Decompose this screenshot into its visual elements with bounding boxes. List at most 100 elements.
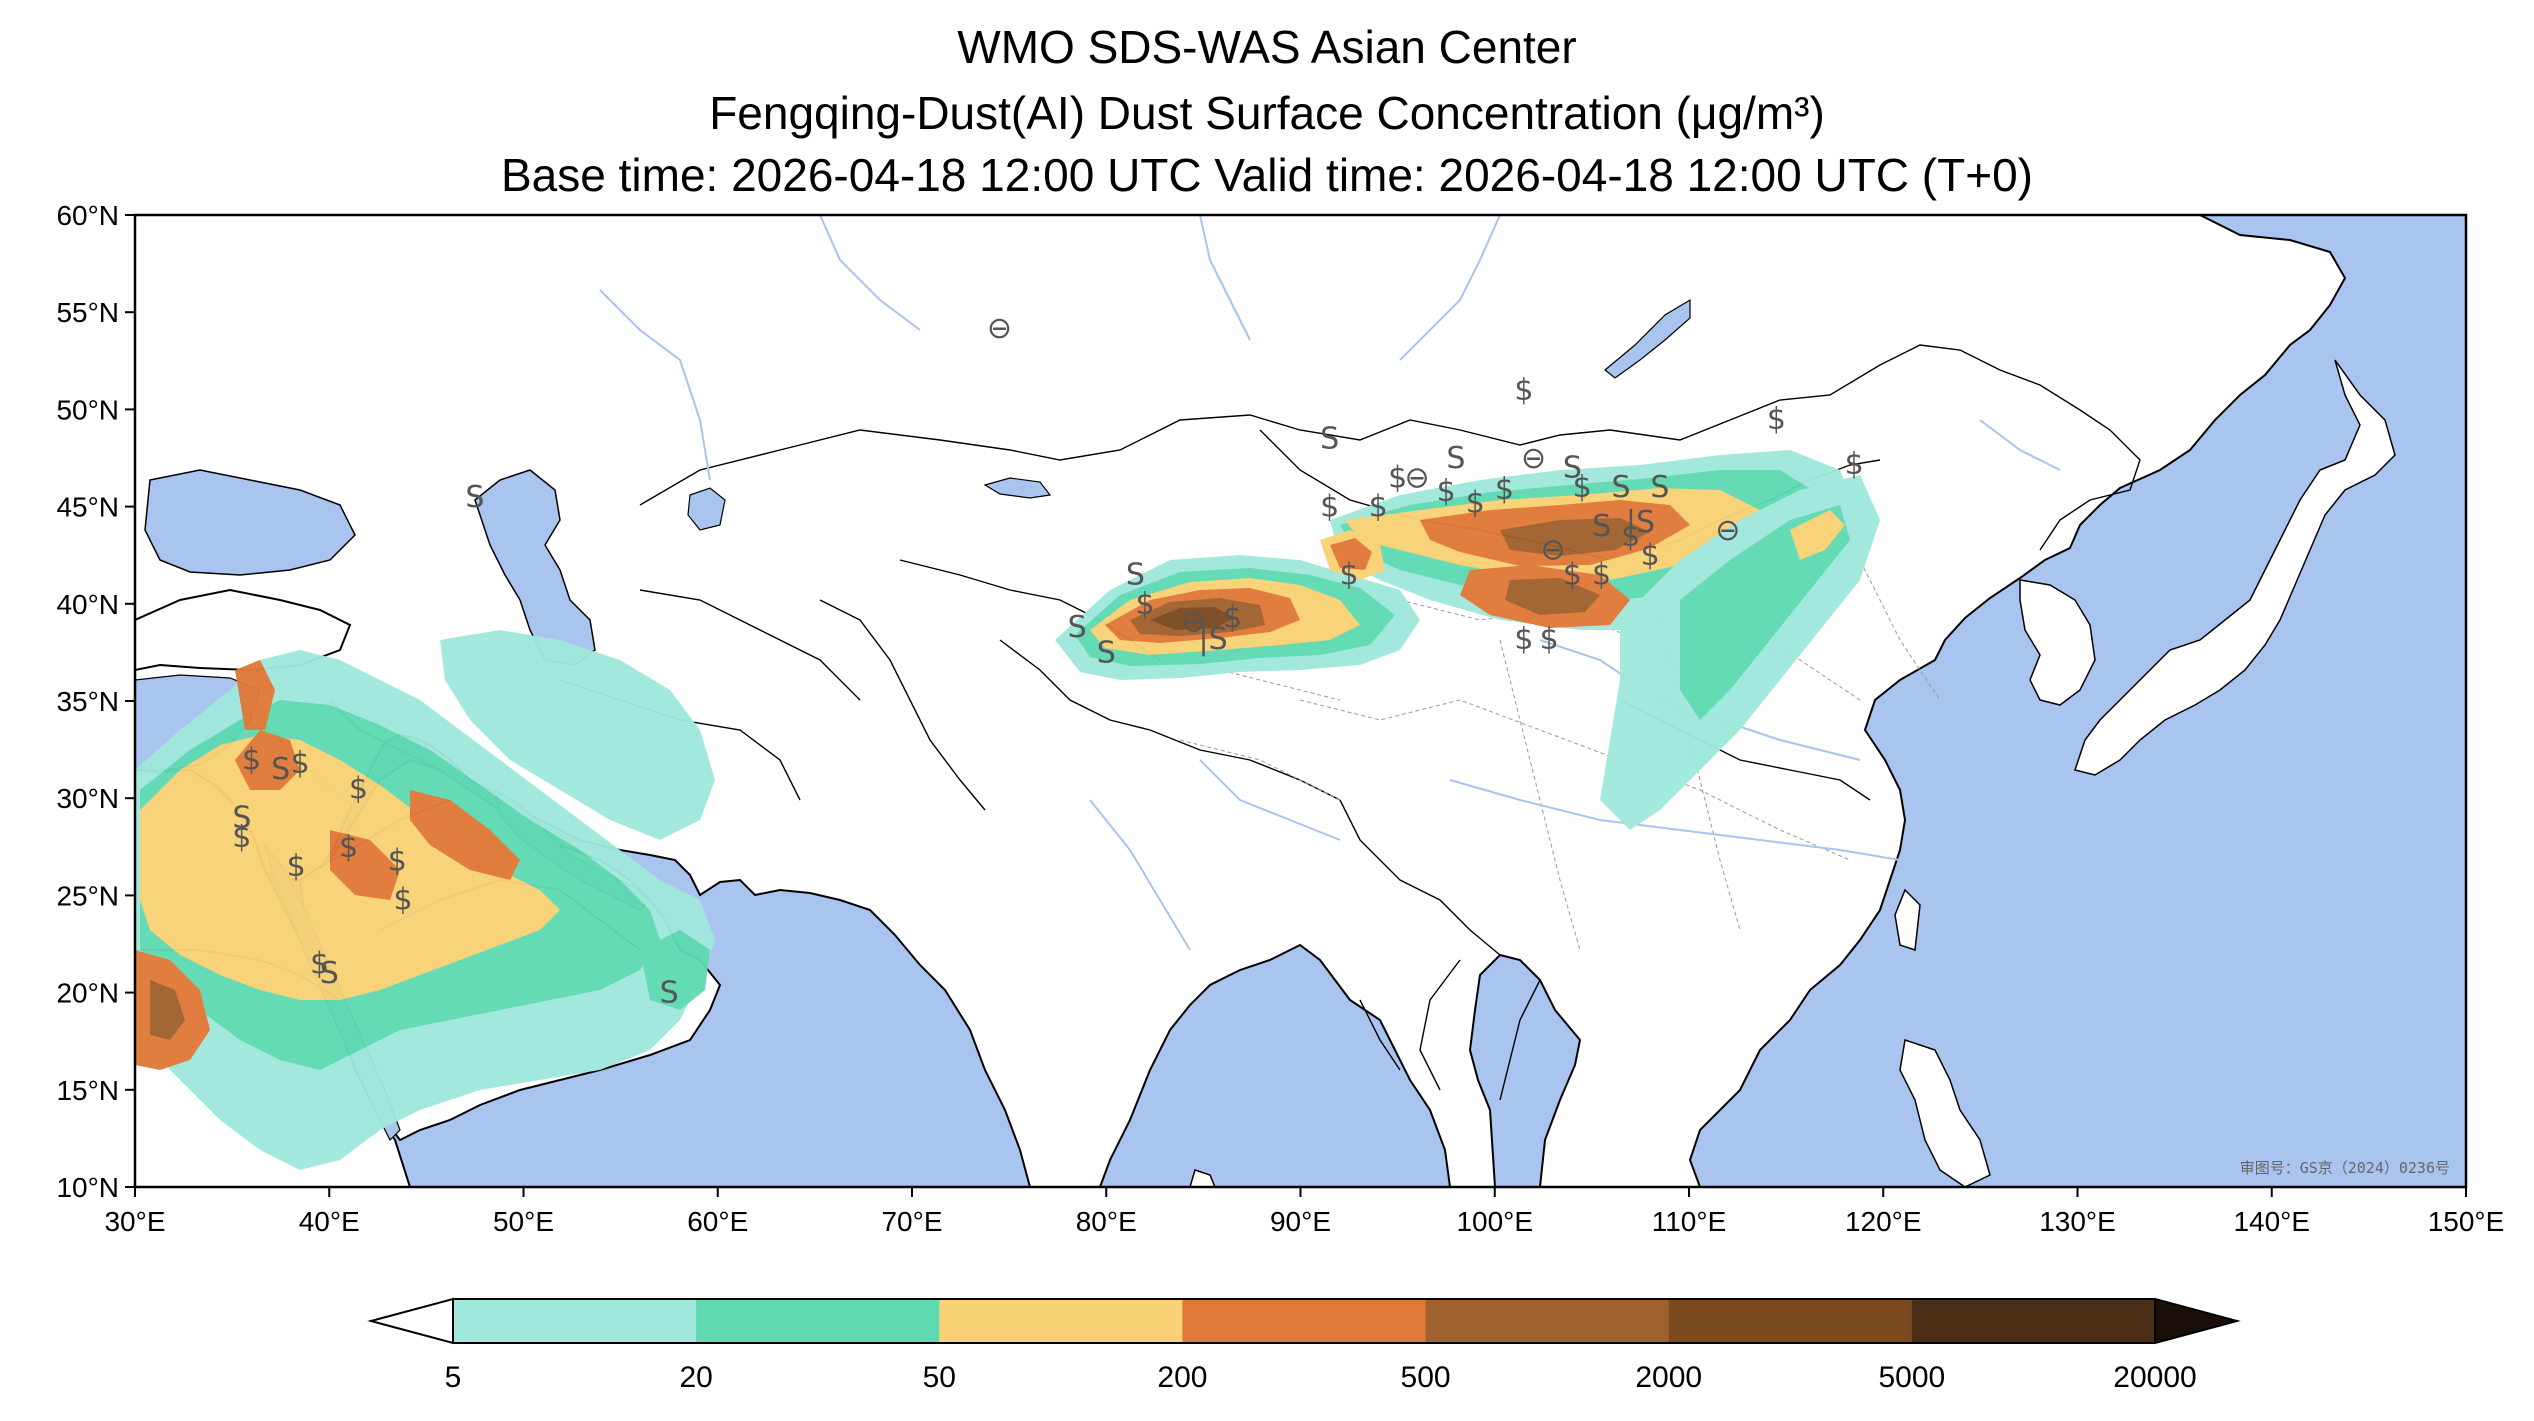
colorbar-swatch [1425,1299,1670,1343]
dust-symbol: S [660,976,679,1011]
dust-nejd-200 [330,830,400,900]
dust-symbol: $ [1340,558,1359,593]
dust-symbol: $ [242,742,261,777]
dust-iran-5 [440,630,715,840]
dust-symbol: $ [388,843,407,878]
dust-symbol: $ [1369,490,1388,525]
colorbar-level-label: 20000 [2113,1361,2196,1394]
dust-symbol: $ [1563,558,1582,593]
land-taiwan [1894,888,1921,952]
dust-symbol: ⊖ [1521,441,1546,476]
dust-symbol: $ [1466,486,1485,521]
lon-tick-label: 30°E [104,1206,165,1237]
caspian-sea [474,469,596,666]
dust-symbol: S [1097,635,1116,670]
dust-symbol: $ [339,830,358,865]
dust-symbol: $ [1767,402,1786,437]
title-product: Fengqing-Dust(AI) Dust Surface Concentra… [709,87,1825,139]
dust-symbol: $ [394,882,413,917]
lat-tick-label: 40°N [56,589,119,620]
colorbar-swatch [1182,1299,1427,1343]
lon-tick-label: 90°E [1270,1206,1331,1237]
lat-tick-label: 10°N [56,1172,119,1203]
lat-tick-label: 35°N [56,686,119,717]
lon-tick-label: 110°E [1652,1206,1727,1237]
dust-symbol: ⊖ [1181,604,1206,639]
dust-symbol: ⊖ [1715,513,1740,548]
colorbar-under-arrow [367,1297,454,1345]
dust-symbol: S [465,480,484,515]
dust-symbol: S [1126,558,1145,593]
dust-ne-20 [1680,505,1850,720]
land-srilanka [1189,1169,1216,1187]
lon-tick-label: 100°E [1456,1206,1533,1237]
lat-tick-label: 45°N [56,492,119,523]
land-korea [2019,579,2096,706]
land-philippines [1899,1039,1991,1187]
dust-symbol: |S [1626,505,1655,540]
latitude-axis: 60°N 55°N 50°N 45°N 40°N 35°N 30°N 25°N 20°N 15°N… [56,200,135,1203]
lon-tick-label: 140°E [2233,1206,2310,1237]
colorbar-level-label: 20 [679,1361,712,1394]
dust-symbol: $ [1621,519,1640,554]
dust-symbol: $ [1845,447,1864,482]
dust-symbol: ⊖ [1404,460,1429,495]
dust-symbol: S [271,752,290,787]
lat-tick-label: 30°N [56,783,119,814]
black-sea [144,469,356,576]
lon-tick-label: 50°E [493,1206,554,1237]
dust-field [135,450,1880,1170]
dust-symbol: S [232,801,251,836]
lat-tick-label: 15°N [56,1075,119,1106]
lat-tick-label: 60°N [56,200,119,231]
land-japan [2074,359,2396,776]
aral-sea [687,487,726,531]
title-center: WMO SDS-WAS Asian Center [957,21,1577,73]
dust-gobi-500 [1500,518,1650,556]
dust-symbol: $ [1320,490,1339,525]
dust-symbol: $ [1388,460,1407,495]
dust-symbol: ⊖ [987,311,1012,346]
dust-arabia-200 [235,730,300,790]
dust-symbol: |S [1199,622,1228,657]
dust-sinai-500 [150,980,185,1040]
dust-symbol: S [1068,610,1087,645]
dust-symbol: $ [232,820,251,855]
dust-symbol: ⊖ [1540,532,1565,567]
colorbar-level-label: 500 [1401,1361,1451,1394]
lon-tick-label: 120°E [1845,1206,1922,1237]
colorbar-level-label: 50 [923,1361,956,1394]
dust-taklimakan-2000 [1150,607,1235,630]
dust-symbol: $ [1514,622,1533,657]
dust-symbol: S [1592,509,1611,544]
land-anatolia [135,588,352,672]
dust-symbol: $ [1641,538,1660,573]
colorbar-swatch [696,1299,940,1343]
dust-symbol: $ [310,946,329,981]
dust-symbol: $ [287,849,306,884]
dust-symbol: S [320,956,339,991]
colorbar-frame [452,1298,2156,1344]
dust-symbol: S [1446,441,1465,476]
dust-symbol: $ [1514,373,1533,408]
colorbar-level-label: 5 [445,1361,462,1394]
dust-symbol: $ [1437,474,1456,509]
lon-tick-label: 130°E [2039,1206,2116,1237]
colorbar-swatch [939,1299,1183,1343]
lon-tick-label: 60°E [687,1206,748,1237]
dust-symbol: S [1650,470,1669,505]
dust-oman-20 [640,930,710,1010]
approval-stamp: 审图号：GS京（2024）0236号 [2240,1159,2450,1177]
dust-symbol: S [1563,451,1582,486]
colorbar-level-label: 2000 [1635,1361,1702,1394]
dust-symbol: S [1611,470,1630,505]
dust-alashan-500 [1505,578,1600,615]
colorbar-swatch [453,1299,697,1343]
lon-tick-label: 70°E [881,1206,942,1237]
dust-ne-50 [1790,510,1845,560]
colorbar-swatch [1668,1299,1913,1343]
dust-symbol: $ [1540,622,1559,657]
